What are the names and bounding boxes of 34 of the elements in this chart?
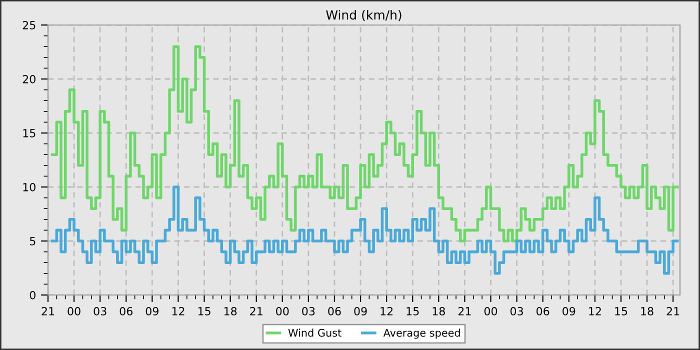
- x-tick-label: 00: [484, 307, 498, 316]
- x-tick-label: 03: [94, 307, 106, 316]
- x-tick-label: 15: [198, 307, 210, 316]
- x-tick-label: 03: [510, 307, 523, 316]
- x-tick-label: 18: [641, 307, 654, 316]
- x-tick-label: 21: [458, 307, 471, 316]
- x-tick-label: 15: [615, 307, 628, 316]
- x-tick-label: 21: [42, 307, 54, 316]
- y-tick-label: 15: [23, 129, 36, 138]
- y-tick-label: 25: [22, 20, 36, 30]
- chart-title: Wind (km/h): [326, 10, 402, 22]
- legend-label: Average speed: [383, 328, 460, 339]
- x-tick-label: 18: [224, 307, 237, 316]
- x-tick-label: 00: [68, 307, 80, 316]
- y-tick-label: 0: [30, 290, 36, 300]
- y-tick-label: 10: [23, 182, 36, 192]
- x-tick-label: 12: [589, 307, 601, 316]
- x-tick-label: 21: [666, 307, 680, 316]
- x-tick-label: 06: [536, 307, 550, 316]
- x-tick-label: 09: [146, 307, 158, 316]
- x-tick-label: 09: [562, 307, 576, 316]
- x-tick-label: 12: [380, 307, 393, 316]
- y-tick-label: 5: [30, 237, 36, 246]
- x-tick-label: 21: [250, 307, 262, 316]
- x-tick-label: 09: [354, 307, 367, 316]
- x-tick-label: 15: [406, 307, 419, 316]
- x-tick-label: 18: [432, 307, 445, 316]
- x-tick-label: 12: [172, 307, 184, 316]
- x-tick-label: 00: [276, 307, 289, 316]
- legend-label: Wind Gust: [288, 328, 342, 337]
- x-tick-label: 03: [302, 307, 315, 316]
- x-tick-label: 06: [328, 307, 341, 316]
- x-tick-label: 06: [120, 307, 132, 316]
- y-tick-label: 20: [22, 74, 36, 84]
